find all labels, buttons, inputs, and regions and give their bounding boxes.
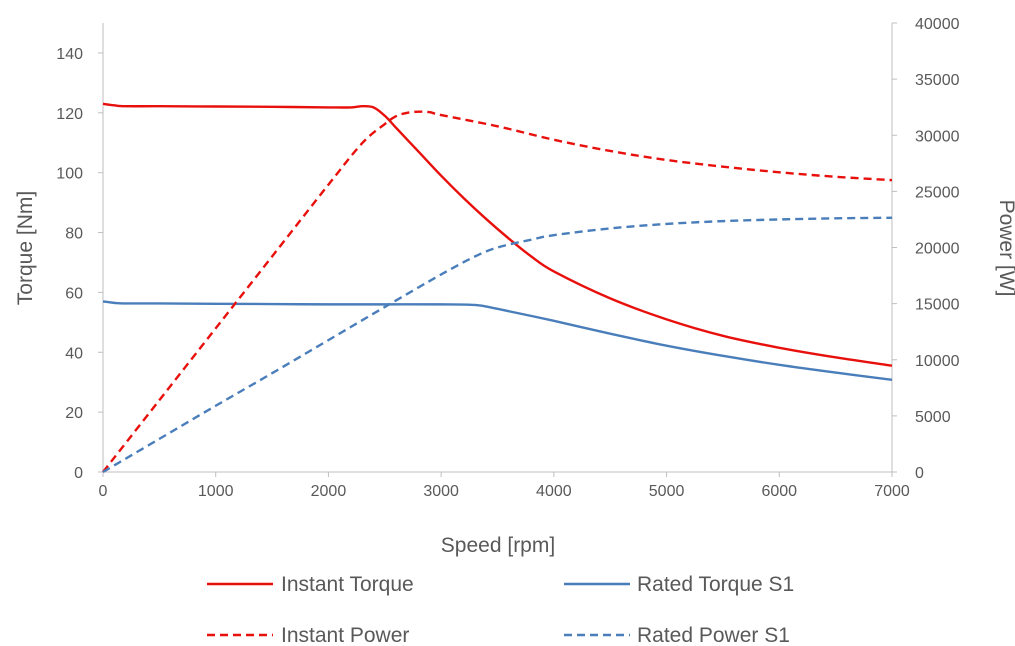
y2-tick-label: 20000 — [915, 241, 960, 258]
legend-item-instant-power: Instant Power — [207, 624, 409, 646]
y-tick-label: 120 — [56, 106, 83, 123]
y-axis-title: Torque [Nm] — [14, 191, 37, 305]
y2-tick-label: 15000 — [915, 297, 960, 314]
y-tick-label: 40 — [65, 345, 83, 362]
x-tick-label: 7000 — [874, 483, 910, 500]
legend-label-rated-power: Rated Power S1 — [637, 624, 790, 646]
y2-tick-label: 0 — [915, 465, 924, 482]
y-tick-label: 80 — [65, 226, 83, 243]
y-tick-label: 100 — [56, 166, 83, 183]
legend-label-rated-torque: Rated Torque S1 — [637, 573, 794, 596]
series-rated-torque-line — [102, 300, 893, 382]
x-tick-label: 2000 — [311, 483, 347, 500]
x-tick-label: 0 — [99, 483, 108, 500]
y-tick-label: 0 — [74, 465, 83, 482]
y-tick-label: 60 — [65, 285, 83, 302]
axes — [98, 22, 897, 477]
legend-item-rated-power: Rated Power S1 — [564, 624, 790, 646]
series-instant-power-line — [102, 110, 893, 473]
legend-label-instant-torque: Instant Torque — [281, 573, 414, 596]
x-tick-label: 1000 — [198, 483, 234, 500]
ticks-layer: 0 1000 2000 3000 4000 5000 6000 700002040608010… — [56, 16, 959, 500]
y2-tick-label: 25000 — [915, 184, 960, 201]
x-tick-label: 5000 — [649, 483, 685, 500]
y2-tick-label: 40000 — [915, 16, 960, 33]
x-tick-label: 3000 — [423, 483, 459, 500]
series-rated-power-line — [102, 216, 893, 474]
x-tick-label: 6000 — [761, 483, 797, 500]
y2-tick-label: 35000 — [915, 72, 960, 89]
y-tick-label: 20 — [65, 405, 83, 422]
legend-label-instant-power: Instant Power — [281, 624, 409, 646]
series-layer — [102, 102, 893, 474]
x-axis-title: Speed [rpm] — [441, 534, 555, 557]
legend-item-instant-torque: Instant Torque — [207, 573, 414, 596]
series-instant-torque-line — [102, 102, 893, 367]
y2-tick-label: 5000 — [915, 409, 951, 426]
legend-item-rated-torque: Rated Torque S1 — [564, 573, 794, 596]
y2-tick-label: 10000 — [915, 353, 960, 370]
legend: Instant Torque Rated Torque S1 Instant P… — [207, 573, 794, 646]
y2-tick-label: 30000 — [915, 128, 960, 145]
y-tick-label: 140 — [56, 46, 83, 63]
y2-axis-title: Power [W] — [995, 200, 1015, 297]
x-tick-label: 4000 — [536, 483, 572, 500]
